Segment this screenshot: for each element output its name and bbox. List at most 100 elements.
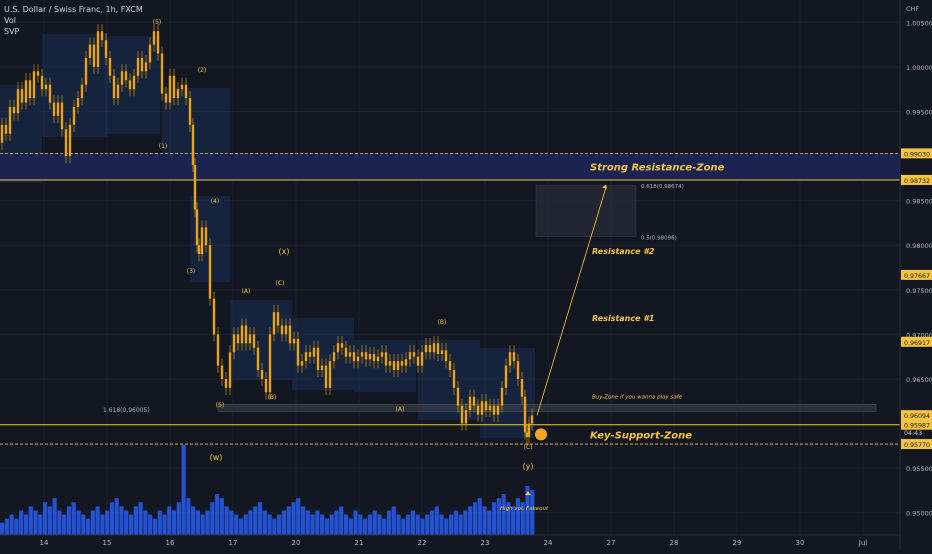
x-tick-label: 15 bbox=[103, 539, 112, 547]
volume-bar bbox=[100, 514, 105, 535]
volume-bar bbox=[124, 510, 129, 535]
symbol-title[interactable]: U.S. Dollar / Swiss Franc, 1h, FXCM bbox=[4, 5, 143, 14]
wave-label: (1) bbox=[159, 143, 168, 150]
candle-body bbox=[168, 75, 172, 103]
candle-body bbox=[20, 89, 24, 103]
volume-layer bbox=[0, 445, 535, 535]
volume-bar bbox=[506, 502, 511, 535]
volume-bar bbox=[205, 510, 210, 535]
strong-resistance-zone bbox=[0, 153, 900, 180]
resistance-1-label: Resistance #1 bbox=[592, 314, 654, 323]
strong-resistance-label: Strong Resistance-Zone bbox=[590, 163, 725, 174]
volume-bar bbox=[453, 510, 458, 535]
candle-body bbox=[197, 245, 201, 255]
candle-body bbox=[160, 53, 164, 94]
volume-bar bbox=[76, 510, 81, 535]
candle-body bbox=[8, 107, 12, 134]
candle-body bbox=[448, 361, 452, 371]
volume-bar bbox=[200, 514, 205, 535]
volume-bar bbox=[496, 498, 501, 535]
price-badge bbox=[901, 439, 932, 450]
volume-bar bbox=[214, 494, 220, 535]
volume-bar bbox=[363, 518, 368, 535]
wave-label: (y) bbox=[523, 462, 534, 471]
volume-bar bbox=[310, 514, 315, 535]
candle-body bbox=[444, 350, 448, 362]
volume-bar bbox=[257, 502, 263, 535]
candle-body bbox=[60, 102, 64, 130]
volume-bar bbox=[492, 502, 497, 535]
fakeout-label: High vol. Fakeout bbox=[500, 506, 549, 512]
volume-bar bbox=[343, 514, 349, 535]
candle-body bbox=[4, 124, 8, 134]
candle-body bbox=[48, 84, 52, 103]
candle-body bbox=[408, 352, 412, 360]
price-layer bbox=[0, 24, 534, 445]
volume-bar bbox=[272, 518, 277, 535]
volume-bar bbox=[4, 518, 9, 535]
volume-bar bbox=[329, 514, 334, 535]
candle-body bbox=[176, 89, 180, 99]
candle-body bbox=[392, 361, 396, 371]
volume-bar bbox=[396, 514, 401, 535]
volume-bar bbox=[487, 510, 492, 535]
wave-label: (x) bbox=[279, 247, 290, 256]
candle-body bbox=[112, 75, 116, 99]
volume-bar bbox=[38, 514, 43, 535]
volume-bar bbox=[262, 510, 267, 535]
indicator-vol-label[interactable]: Vol bbox=[4, 16, 16, 25]
volume-bar bbox=[19, 510, 24, 535]
candle-body bbox=[116, 84, 120, 99]
volume-bar bbox=[157, 510, 162, 535]
volume-bar bbox=[277, 514, 282, 535]
candle-body bbox=[76, 98, 80, 107]
candle-body bbox=[288, 325, 292, 344]
indicator-svp-label[interactable]: SVP bbox=[4, 27, 20, 36]
volume-bar bbox=[406, 514, 411, 535]
price-badge bbox=[901, 336, 932, 347]
target-bottom-label: 0.5(0.98096) bbox=[641, 236, 677, 242]
x-tick-label: 23 bbox=[481, 539, 490, 547]
volume-bar bbox=[47, 506, 52, 535]
volume-bar bbox=[138, 502, 143, 535]
volume-bar bbox=[520, 502, 525, 535]
candle-body bbox=[272, 312, 276, 335]
y-tick-label: 1.00000 bbox=[906, 64, 932, 72]
candle-body bbox=[468, 396, 472, 411]
candle-body bbox=[88, 44, 92, 58]
candle-body bbox=[300, 361, 304, 366]
candle-body bbox=[104, 40, 108, 58]
candle-body bbox=[80, 84, 84, 99]
candle-body bbox=[108, 57, 112, 76]
candle-body bbox=[32, 71, 36, 99]
price-axis[interactable]: 1.00500 1.00000 0.99500 0.98500 0.98000 0.975… bbox=[899, 0, 932, 550]
wave-label: (C) bbox=[276, 280, 285, 287]
volume-bar bbox=[401, 518, 406, 535]
candle-body bbox=[292, 338, 296, 344]
volume-bar bbox=[33, 510, 38, 535]
candle-body bbox=[140, 57, 144, 72]
x-tick-label: 30 bbox=[796, 539, 805, 547]
volume-bar bbox=[429, 510, 435, 535]
candle-body bbox=[72, 107, 76, 125]
candle-body bbox=[184, 84, 188, 99]
volume-bar bbox=[530, 490, 535, 535]
candle-body bbox=[92, 44, 96, 67]
volume-bar bbox=[238, 518, 244, 535]
zones-layer bbox=[0, 34, 900, 445]
price-badge bbox=[901, 269, 932, 280]
wave-label: (4) bbox=[211, 198, 220, 205]
candle-body bbox=[460, 405, 464, 424]
candle-body bbox=[28, 80, 32, 99]
candle-body bbox=[312, 347, 316, 357]
volume-bar bbox=[458, 514, 463, 535]
candle-body bbox=[16, 89, 20, 114]
candle-body bbox=[520, 378, 524, 397]
time-axis[interactable]: 14 15 16 17 20 21 22 23 24 27 28 29 30 Jul bbox=[0, 534, 900, 547]
x-tick-label: 24 bbox=[544, 539, 553, 547]
candle-body bbox=[512, 352, 516, 362]
volume-bar bbox=[315, 510, 320, 535]
price-badge-label: 0.95987 bbox=[904, 423, 930, 430]
